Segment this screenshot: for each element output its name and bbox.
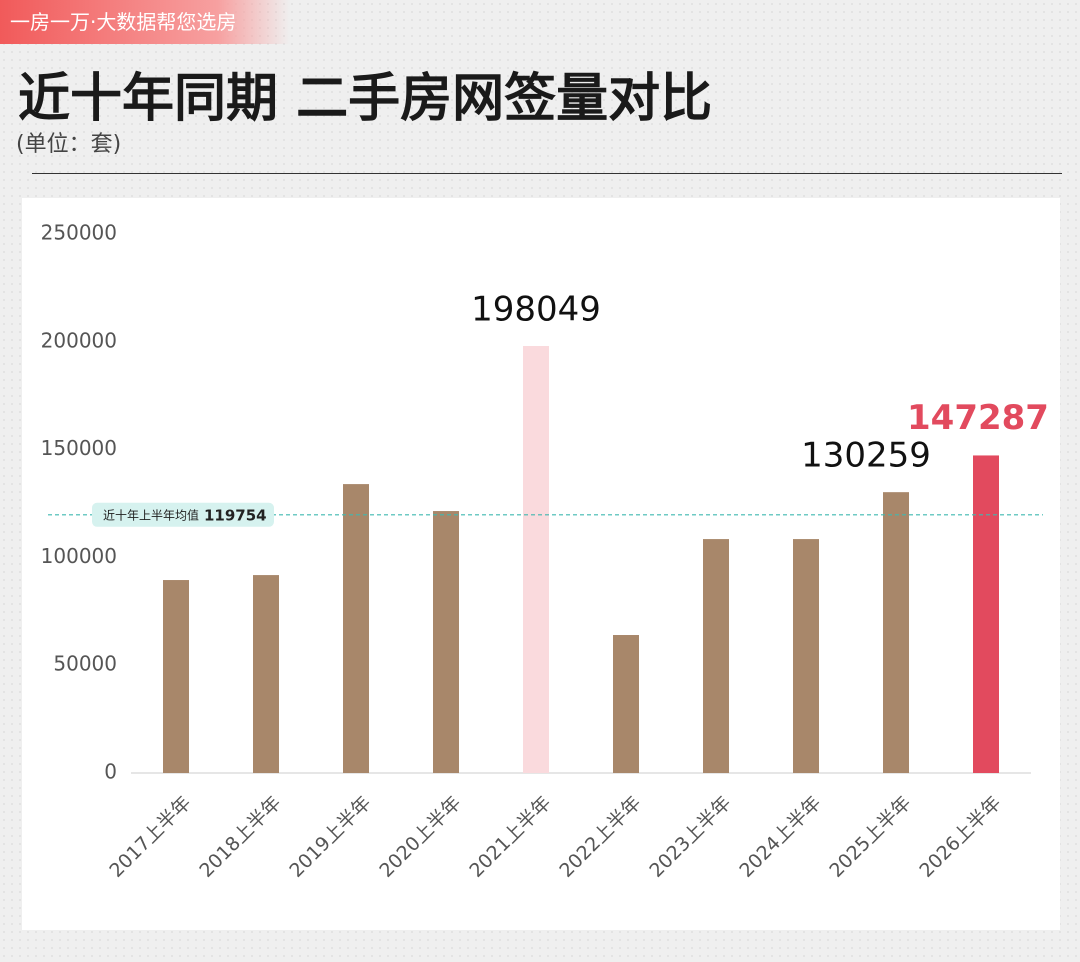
reference-value: 119754 <box>204 506 267 524</box>
y-tick-label: 150000 <box>41 436 117 460</box>
bar <box>523 346 549 773</box>
brand-badge: 一房一万·大数据帮您选房 <box>0 0 290 44</box>
bar <box>613 635 639 773</box>
bar <box>163 580 189 773</box>
bar <box>703 539 729 773</box>
bar <box>253 575 279 773</box>
chart-subtitle: (单位：套) <box>16 132 122 157</box>
bar <box>433 511 459 773</box>
y-tick-label: 100000 <box>41 544 117 568</box>
value-label: 198049 <box>471 290 601 330</box>
chart-title: 近十年同期 二手房网签量对比 <box>18 69 713 129</box>
reference-label: 近十年上半年均值 <box>103 507 199 522</box>
y-tick-label: 200000 <box>41 328 117 352</box>
value-label: 130259 <box>801 436 931 476</box>
bar <box>883 492 909 773</box>
reference-label-box <box>92 502 274 527</box>
y-tick-label: 250000 <box>41 221 117 245</box>
y-tick-label: 50000 <box>53 652 117 676</box>
bar <box>793 539 819 773</box>
divider <box>32 173 1062 174</box>
bar <box>973 455 999 773</box>
value-label: 147287 <box>907 398 1049 438</box>
bar <box>343 484 369 773</box>
y-tick-label: 0 <box>104 760 117 784</box>
